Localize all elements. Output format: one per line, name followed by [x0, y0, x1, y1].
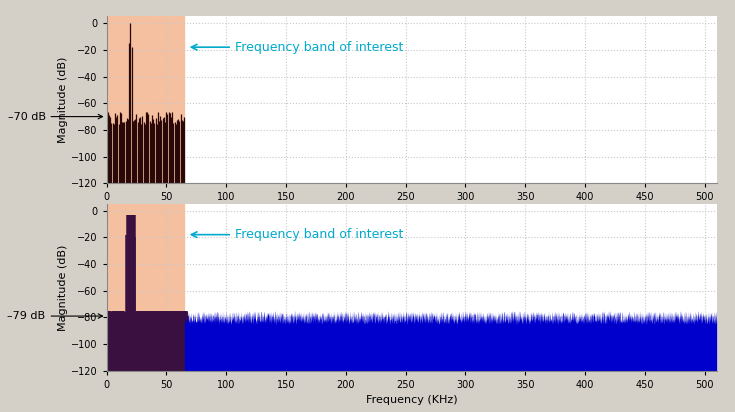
Y-axis label: Magnitude (dB): Magnitude (dB)	[58, 244, 68, 330]
X-axis label: Frequency (KHz): Frequency (KHz)	[366, 208, 457, 218]
Text: Frequency band of interest: Frequency band of interest	[234, 41, 403, 54]
Text: Frequency band of interest: Frequency band of interest	[234, 228, 403, 241]
Y-axis label: Magnitude (dB): Magnitude (dB)	[58, 57, 68, 143]
X-axis label: Frequency (KHz): Frequency (KHz)	[366, 396, 457, 405]
Bar	[107, 204, 184, 371]
Bar	[107, 16, 184, 183]
Text: –70 dB: –70 dB	[7, 112, 103, 122]
Text: –79 dB: –79 dB	[7, 311, 103, 321]
